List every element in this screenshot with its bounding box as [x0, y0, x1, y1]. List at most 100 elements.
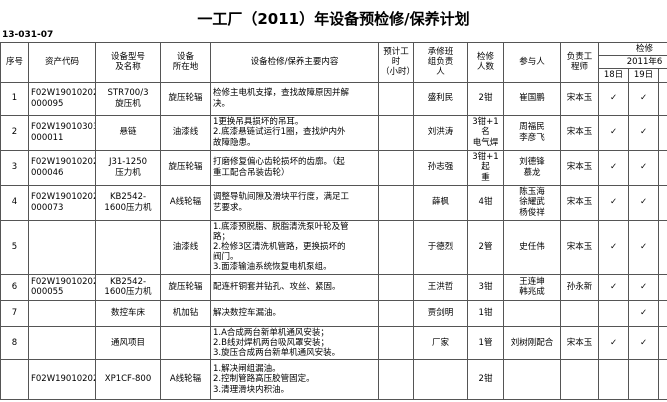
cell: STR700/3 旋压机	[95, 81, 161, 116]
cell: F02W19010202 000046	[28, 149, 96, 186]
cell: 宋本玉	[560, 81, 599, 116]
cell: 王连坤 韩兆成	[503, 273, 561, 301]
column-header: 设备检修/保养主要内容	[210, 42, 379, 83]
cell: ✓	[598, 81, 629, 116]
cell: XP1CF-800	[95, 359, 161, 401]
cell: ✓	[628, 149, 659, 186]
cell: 数控车床	[95, 299, 161, 327]
cell	[378, 325, 414, 361]
cell: 4钳	[467, 184, 504, 221]
cell: ✓	[628, 114, 659, 151]
cell: ✓	[598, 219, 629, 275]
cell	[28, 325, 96, 361]
cell: 王洪哲	[413, 273, 468, 301]
cell: 检修主电机支撑，查找故障原因并解 决。	[210, 81, 379, 116]
cell: 贾剑明	[413, 299, 468, 327]
cell: 3钳+1起 重	[467, 149, 504, 186]
cell: F02W19010202	[28, 359, 96, 401]
cell: KB2542- 1600压力机	[95, 184, 161, 221]
cell: 刘洪涛	[413, 114, 468, 151]
cell: 3钳	[467, 273, 504, 301]
cell: 1.底漆预脱脂、脱脂清洗泵叶轮及管 路； 2.检修3区清洗机管路，更换损坏的 阀…	[210, 219, 379, 275]
cell	[378, 219, 414, 275]
cell: 于德烈	[413, 219, 468, 275]
month-header: 2011年6	[597, 55, 667, 70]
cell	[503, 359, 561, 401]
column-header: 资产代码	[28, 42, 96, 83]
cell: 悬链	[95, 114, 161, 151]
column-header: 预计工时 （小时）	[378, 42, 414, 83]
cell: 史任伟	[503, 219, 561, 275]
cell: 2	[0, 114, 29, 151]
table-row: 4 F02W19010202 000073 KB2542- 1600压力机 A线轮辐调…	[0, 184, 667, 221]
cell: 薛枫	[413, 184, 468, 221]
cell: ✓	[628, 219, 659, 275]
cell	[657, 114, 667, 151]
cell: 油漆线	[160, 219, 211, 275]
cell: 5	[0, 219, 29, 275]
cell: 厂家	[413, 325, 468, 361]
table-row: 5 油漆线 1.底漆预脱脂、脱脂清洗泵叶轮及管 路； 2.检修3区清洗机管路，更换损…	[0, 219, 667, 275]
table-row: 3 F02W19010202 000046 J31-1250 压力机 旋压轮辐 打磨修复…	[0, 149, 667, 186]
cell	[503, 299, 561, 327]
cell: 6	[0, 273, 29, 301]
cell	[598, 299, 629, 327]
table-row: F02W19010202 XP1CF-800 A线轮辐 1.解决闸组漏油。 2.控制管…	[0, 359, 667, 401]
cell: 周福民 李彦飞	[503, 114, 561, 151]
day-header: 19日	[628, 68, 659, 83]
cell	[378, 359, 414, 401]
cell	[628, 359, 659, 401]
doc-code: 13-031-07	[2, 30, 54, 40]
cell	[413, 359, 468, 401]
day-header: 18日	[598, 68, 629, 83]
cell: 孙永新	[560, 273, 599, 301]
cell: 1.解决闸组漏油。 2.控制管路高压胶管固定。 3.清理滑块内积油。	[210, 359, 379, 401]
cell: 盛利民	[413, 81, 468, 116]
table-row: 8 通风项目 1.A合成两台新单机通风安装； 2.B线对焊机两台吸风罩安装； 3.旋…	[0, 325, 667, 361]
table-row: 1 F02W19010202 000095 STR700/3 旋压机 旋压轮辐 检修主电…	[0, 81, 667, 116]
cell: 机加钻	[160, 299, 211, 327]
cell	[657, 184, 667, 221]
cell	[28, 219, 96, 275]
cell: ✓	[598, 149, 629, 186]
cell: ✓	[628, 325, 659, 361]
cell: 旋压轮辐	[160, 149, 211, 186]
cell: 7	[0, 299, 29, 327]
cell: 刘德锋 慕龙	[503, 149, 561, 186]
cell: KB2542- 1600压力机	[95, 273, 161, 301]
table-row: 7 数控车床 机加钻 解决数控车漏油。 贾剑明 1钳 ✓	[0, 299, 667, 327]
column-header: 序号	[0, 42, 29, 83]
cell: 1.A合成两台新单机通风安装； 2.B线对焊机两台吸风罩安装； 3.旋压合成两台…	[210, 325, 379, 361]
cell: 宋本玉	[560, 325, 599, 361]
cell: ✓	[598, 184, 629, 221]
cell: 宋本玉	[560, 114, 599, 151]
cell: 2钳	[467, 359, 504, 401]
cell: ✓	[598, 325, 629, 361]
cell	[560, 359, 599, 401]
table-row: 6 F02W19010202 000055 KB2542- 1600压力机 旋压轮辐配…	[0, 273, 667, 301]
cell: ✓	[598, 114, 629, 151]
cell: 8	[0, 325, 29, 361]
cell: 宋本玉	[560, 219, 599, 275]
group-header: 检修	[597, 41, 667, 57]
column-header: 负责工 程师	[560, 42, 599, 83]
cell: ✓	[628, 81, 659, 116]
column-header: 参与人	[503, 42, 561, 83]
cell: 旋压轮辐	[160, 273, 211, 301]
cell: ✓	[598, 273, 629, 301]
cell	[657, 149, 667, 186]
cell: ✓	[628, 273, 659, 301]
cell: A线轮辐	[160, 359, 211, 401]
cell: 陈玉海 徐耀武 杨俊祥	[503, 184, 561, 221]
cell: 1钳	[467, 299, 504, 327]
cell	[657, 219, 667, 275]
cell: 油漆线	[160, 114, 211, 151]
cell: ✓	[628, 299, 659, 327]
cell: J31-1250 压力机	[95, 149, 161, 186]
cell	[378, 149, 414, 186]
cell: 崔国鹏	[503, 81, 561, 116]
cell	[560, 299, 599, 327]
cell	[378, 273, 414, 301]
cell: 通风项目	[95, 325, 161, 361]
